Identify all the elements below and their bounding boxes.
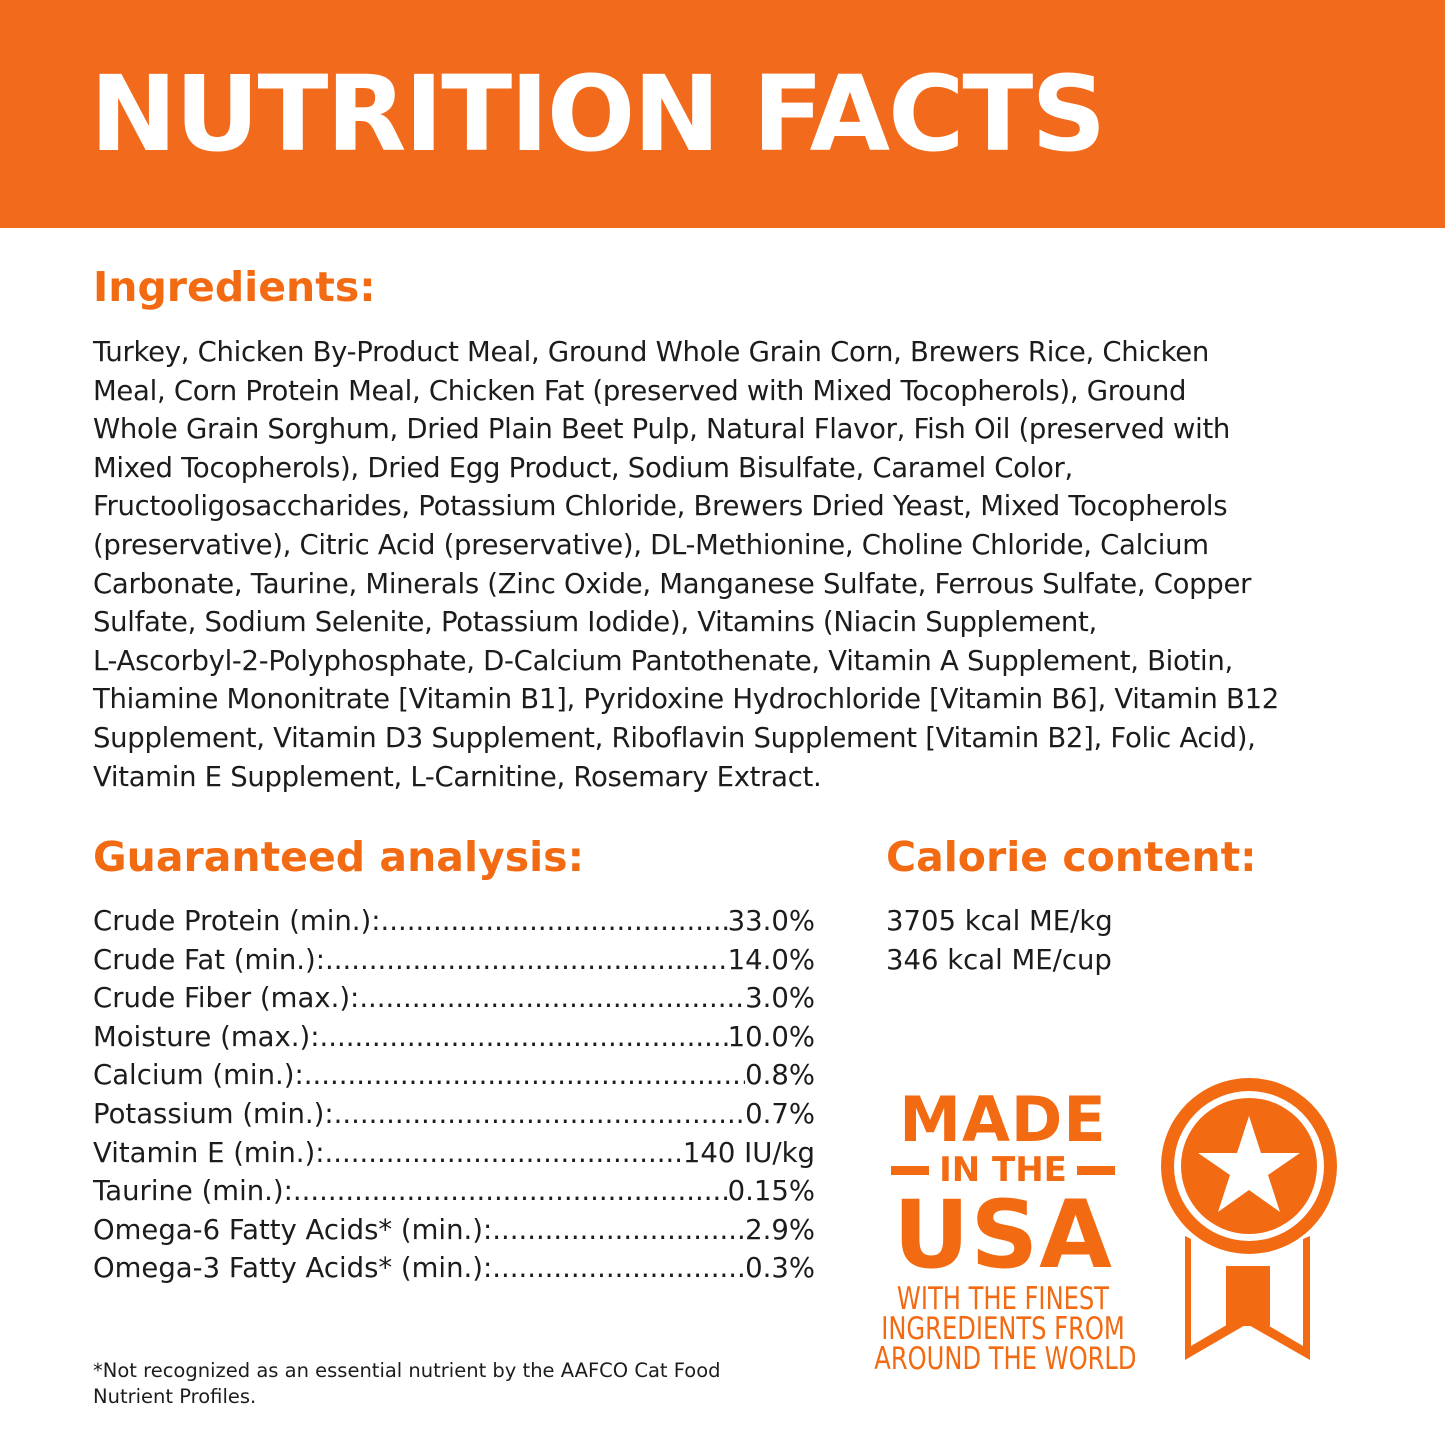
analysis-row: Omega-6 Fatty Acids* (min.): 2.9% — [93, 1211, 815, 1250]
dot-leader — [325, 1134, 683, 1173]
ingredients-list: Turkey, Chicken By-Product Meal, Ground … — [93, 333, 1279, 796]
calorie-line: 346 kcal ME/cup — [886, 943, 1112, 976]
page-title: NUTRITION FACTS — [90, 53, 1106, 175]
ingredients-line: Supplement, Vitamin D3 Supplement, Ribof… — [93, 721, 1256, 754]
dot-leader — [334, 1095, 745, 1134]
badge-usa: USA — [893, 1181, 1113, 1290]
ingredients-line: Vitamin E Supplement, L-Carnitine, Rosem… — [93, 760, 822, 793]
analysis-row: Crude Protein (min.): 33.0% — [93, 902, 815, 941]
badge-in-the-text: IN THE — [939, 1150, 1067, 1190]
ingredients-line: Carbonate, Taurine, Minerals (Zinc Oxide… — [93, 567, 1252, 600]
dot-leader — [304, 1056, 745, 1095]
dot-leader — [492, 1211, 745, 1250]
badge-tagline: INGREDIENTS FROM — [881, 1311, 1125, 1347]
analysis-label: Omega-6 Fatty Acids* (min.): — [93, 1213, 493, 1246]
dot-leader — [325, 941, 728, 980]
analysis-label: Omega-3 Fatty Acids* (min.): — [93, 1252, 493, 1285]
calorie-heading: Calorie content: — [886, 833, 1257, 881]
footnote-line: Nutrient Profiles. — [93, 1385, 257, 1408]
dot-leader — [492, 1249, 745, 1288]
analysis-value: 33.0% — [727, 905, 815, 937]
analysis-value: 14.0% — [727, 943, 815, 976]
analysis-value: 3.0% — [745, 982, 815, 1015]
ingredients-heading: Ingredients: — [93, 263, 376, 311]
ingredients-line: L-Ascorbyl-2-Polyphosphate, D-Calcium Pa… — [93, 644, 1233, 677]
badge-in-the: IN THE — [878, 1152, 1128, 1188]
ingredients-line: Fructooligosaccharides, Potassium Chlori… — [93, 490, 1228, 523]
analysis-row: Moisture (max.): 10.0% — [93, 1018, 815, 1057]
badge-tagline: WITH THE FINEST — [896, 1281, 1110, 1317]
analysis-value: 0.8% — [745, 1059, 815, 1092]
footnote-line: *Not recognized as an essential nutrient… — [93, 1359, 721, 1382]
dash-decoration — [1076, 1165, 1115, 1175]
analysis-label: Potassium (min.): — [93, 1097, 334, 1130]
analysis-value: 10.0% — [727, 1020, 815, 1053]
calorie-line: 3705 kcal ME/kg — [886, 905, 1113, 937]
star-ribbon-medal-icon — [1161, 1078, 1337, 1360]
analysis-value: 140 IU/kg — [682, 1136, 815, 1169]
analysis-heading: Guaranteed analysis: — [93, 833, 584, 881]
analysis-row: Vitamin E (min.): 140 IU/kg — [93, 1134, 815, 1173]
analysis-label: Calcium (min.): — [93, 1059, 304, 1092]
ingredients-line: Turkey, Chicken By-Product Meal, Ground … — [93, 336, 1209, 368]
calorie-content: 3705 kcal ME/kg 346 kcal ME/cup — [886, 902, 1113, 979]
ingredients-line: Meal, Corn Protein Meal, Chicken Fat (pr… — [93, 374, 1187, 407]
badge-made: MADE — [899, 1083, 1107, 1156]
analysis-value: 0.7% — [745, 1097, 815, 1130]
analysis-row: Potassium (min.): 0.7% — [93, 1095, 815, 1134]
dot-leader — [359, 979, 745, 1018]
made-in-usa-badge: MADE IN THE USA WITH THE FINEST INGREDIE… — [874, 1083, 1136, 1375]
ingredients-line: Sulfate, Sodium Selenite, Potassium Iodi… — [93, 606, 1097, 639]
guaranteed-analysis-table: Crude Protein (min.): 33.0% Crude Fat (mi… — [93, 902, 815, 1288]
dash-decoration — [891, 1165, 930, 1175]
analysis-label: Crude Fiber (max.): — [93, 982, 360, 1015]
analysis-row: Taurine (min.): 0.15% — [93, 1172, 815, 1211]
analysis-label: Taurine (min.): — [93, 1175, 293, 1208]
ingredients-line: (preservative), Citric Acid (preservativ… — [93, 528, 1209, 561]
analysis-value: 0.15% — [727, 1175, 815, 1208]
dot-leader — [381, 902, 728, 941]
ingredients-line: Thiamine Mononitrate [Vitamin B1], Pyrid… — [93, 683, 1279, 716]
analysis-label: Crude Fat (min.): — [93, 943, 326, 976]
header-banner: NUTRITION FACTS — [0, 0, 1445, 228]
analysis-row: Omega-3 Fatty Acids* (min.): 0.3% — [93, 1249, 815, 1288]
analysis-label: Vitamin E (min.): — [93, 1136, 325, 1169]
analysis-label: Crude Protein (min.): — [93, 905, 381, 937]
analysis-value: 0.3% — [745, 1252, 815, 1285]
analysis-row: Calcium (min.): 0.8% — [93, 1056, 815, 1095]
analysis-row: Crude Fat (min.): 14.0% — [93, 941, 815, 980]
ingredients-line: Mixed Tocopherols), Dried Egg Product, S… — [93, 451, 1073, 484]
badge-tagline: AROUND THE WORLD — [874, 1341, 1137, 1377]
dot-leader — [293, 1172, 728, 1211]
dot-leader — [319, 1018, 727, 1057]
analysis-label: Moisture (max.): — [93, 1020, 320, 1053]
ingredients-line: Whole Grain Sorghum, Dried Plain Beet Pu… — [93, 413, 1231, 446]
analysis-row: Crude Fiber (max.): 3.0% — [93, 979, 815, 1018]
footnote: *Not recognized as an essential nutrient… — [93, 1358, 721, 1410]
analysis-value: 2.9% — [745, 1213, 815, 1246]
